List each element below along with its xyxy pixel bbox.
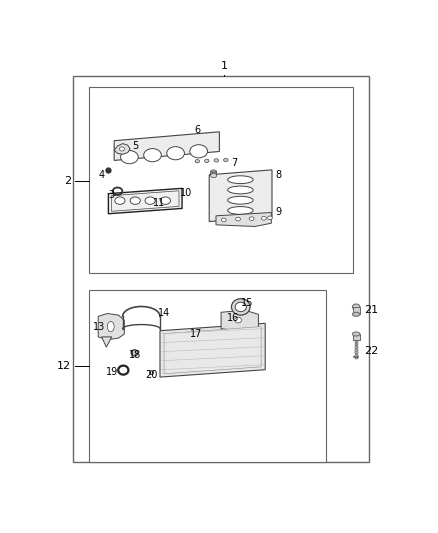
Text: 8: 8 [276,170,282,180]
Ellipse shape [236,217,240,221]
Bar [74,76,369,462]
Ellipse shape [249,217,254,221]
Ellipse shape [120,147,124,151]
Ellipse shape [222,218,226,222]
Ellipse shape [211,171,217,175]
Ellipse shape [228,176,253,183]
Text: 17: 17 [190,329,202,339]
Polygon shape [111,191,179,211]
Ellipse shape [211,172,217,176]
Ellipse shape [107,321,114,332]
Polygon shape [164,327,261,374]
Text: 11: 11 [153,198,166,208]
Ellipse shape [190,144,208,158]
Ellipse shape [205,159,209,163]
Ellipse shape [131,350,138,356]
Text: 6: 6 [194,125,200,135]
Text: 7: 7 [231,158,237,168]
Ellipse shape [214,159,219,162]
Ellipse shape [195,159,200,163]
Polygon shape [102,337,112,347]
Text: 12: 12 [57,361,71,370]
Ellipse shape [353,312,360,317]
Ellipse shape [160,197,170,204]
Text: 10: 10 [180,188,193,198]
Ellipse shape [268,216,272,220]
Ellipse shape [115,197,125,204]
Bar [353,307,360,314]
Text: 19: 19 [106,367,119,377]
Ellipse shape [144,149,161,161]
Ellipse shape [261,216,266,220]
Ellipse shape [235,302,246,312]
Ellipse shape [353,332,360,336]
Text: 22: 22 [364,346,378,356]
Polygon shape [216,213,271,227]
Ellipse shape [353,304,360,310]
Text: 20: 20 [146,370,158,380]
Polygon shape [114,132,219,160]
Bar [88,86,353,273]
Text: 16: 16 [227,313,240,324]
Bar [88,290,326,462]
Ellipse shape [231,298,250,315]
Polygon shape [160,324,265,377]
Polygon shape [209,170,272,222]
Text: 4: 4 [99,170,105,180]
Ellipse shape [228,207,253,214]
Text: 2: 2 [64,176,71,186]
Text: 9: 9 [276,207,282,217]
Ellipse shape [145,197,155,204]
Text: 1: 1 [221,61,228,71]
Ellipse shape [211,170,217,174]
Ellipse shape [130,197,140,204]
Bar [353,334,360,340]
Polygon shape [98,313,124,340]
Polygon shape [114,143,130,154]
Text: 21: 21 [364,305,378,315]
Ellipse shape [167,147,184,160]
Text: 14: 14 [158,309,170,319]
Ellipse shape [235,317,241,323]
Text: 3: 3 [108,190,114,200]
Ellipse shape [224,158,228,161]
Ellipse shape [120,150,138,164]
Text: 13: 13 [93,322,105,333]
Text: 5: 5 [133,141,139,151]
Ellipse shape [211,174,217,177]
Polygon shape [221,310,258,332]
Ellipse shape [228,196,253,204]
Ellipse shape [228,186,253,194]
Text: 15: 15 [241,298,253,308]
Polygon shape [108,188,182,214]
Text: 18: 18 [129,350,141,360]
